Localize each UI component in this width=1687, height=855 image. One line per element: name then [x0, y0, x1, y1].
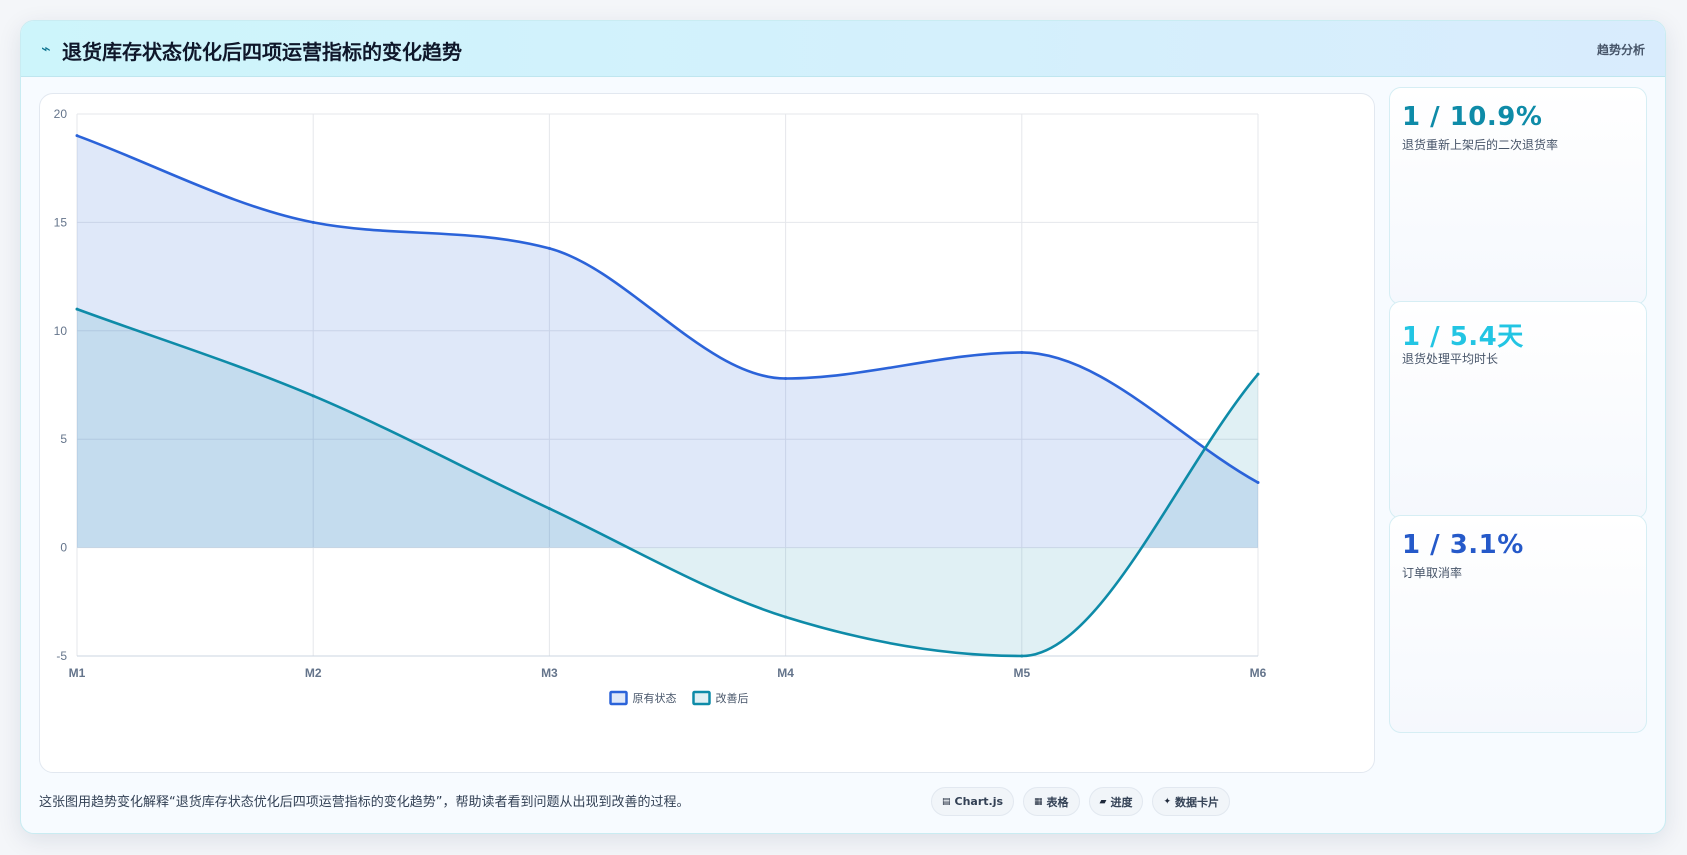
- feature-pills: ▤ Chart.js ▦ 表格 ▰ 进度 ✦ 数据卡片: [931, 787, 1231, 816]
- chart-icon: ▤: [942, 796, 951, 807]
- x-tick-label: M1: [69, 666, 86, 680]
- y-tick-label: -5: [56, 649, 67, 663]
- data-point: [784, 615, 788, 619]
- line-chart: 20 15 10 5 0 -5M1 M2 M3 M4 M5 M6 原有状态 改善后: [54, 107, 1267, 706]
- trend-line-icon: ⌁: [41, 39, 51, 58]
- stat-value: 1 / 10.9%: [1402, 102, 1543, 132]
- y-tick-label: 20: [54, 107, 68, 121]
- data-point: [1256, 372, 1260, 376]
- pill-label: Chart.js: [954, 795, 1004, 808]
- footer-note: 这张图用趋势变化解释“退货库存状态优化后四项运营指标的变化趋势”，帮助读者看到问…: [39, 795, 690, 810]
- pill-label: 进度: [1110, 795, 1133, 809]
- data-point: [784, 376, 788, 380]
- pill-table[interactable]: ▦ 表格: [1023, 787, 1080, 816]
- pill-label: 数据卡片: [1175, 795, 1220, 809]
- data-point: [311, 394, 315, 398]
- sparkle-icon: ✦: [1163, 796, 1172, 807]
- stat-value: 1 / 3.1%: [1402, 530, 1524, 560]
- chart-card: 20 15 10 5 0 -5 M1 M2 M3 M4 M5 M6 原有状态 改善后: [39, 93, 1375, 773]
- legend-label: 改善后: [716, 691, 749, 705]
- x-tick-label: M4: [777, 666, 794, 680]
- dashboard-panel: ⌁ 退货库存状态优化后四项运营指标的变化趋势 趋势分析 20 15 10 5 0 -5 M1…: [20, 20, 1666, 834]
- stat-label: 退货重新上架后的二次退货率: [1402, 138, 1559, 152]
- x-tick-label: M6: [1250, 666, 1267, 680]
- x-tick-label: M3: [541, 666, 558, 680]
- data-point: [1020, 350, 1024, 354]
- data-point: [311, 220, 315, 224]
- stat-label: 退货处理平均时长: [1402, 352, 1499, 366]
- y-tick-label: 10: [54, 324, 68, 338]
- data-point: [547, 507, 551, 511]
- pill-data-card[interactable]: ✦ 数据卡片: [1152, 787, 1231, 816]
- y-tick-label: 5: [60, 432, 67, 446]
- stat-card-processing-time: 1 / 5.4天 退货处理平均时长: [1389, 301, 1647, 519]
- data-point: [75, 134, 79, 138]
- stat-card-cancellation-rate: 1 / 3.1% 订单取消率: [1389, 515, 1647, 733]
- table-icon: ▦: [1034, 796, 1043, 807]
- y-tick-label: 0: [60, 541, 67, 555]
- pill-progress[interactable]: ▰ 进度: [1088, 787, 1144, 816]
- stat-label: 订单取消率: [1402, 566, 1463, 580]
- stat-value: 1 / 5.4天: [1402, 322, 1524, 352]
- progress-icon: ▰: [1099, 796, 1107, 807]
- page-title: 退货库存状态优化后四项运营指标的变化趋势: [62, 40, 462, 64]
- pill-label: 表格: [1046, 795, 1069, 809]
- data-point: [1256, 481, 1260, 485]
- legend-swatch: [609, 690, 628, 706]
- x-tick-label: M2: [305, 666, 322, 680]
- series-line-0: [76, 134, 1259, 484]
- stat-card-secondary-return-rate: 1 / 10.9% 退货重新上架后的二次退货率: [1389, 87, 1647, 305]
- data-point: [547, 246, 551, 250]
- y-tick-label: 15: [54, 215, 68, 229]
- data-point: [75, 307, 79, 311]
- pill-chartjs[interactable]: ▤ Chart.js: [931, 787, 1015, 816]
- x-tick-label: M5: [1013, 666, 1030, 680]
- panel-header: ⌁ 退货库存状态优化后四项运营指标的变化趋势 趋势分析: [21, 21, 1665, 77]
- legend-label: 原有状态: [633, 691, 677, 705]
- data-point: [1020, 654, 1024, 658]
- series-area-0: [77, 135, 1258, 548]
- header-tag: 趋势分析: [1596, 43, 1645, 57]
- series-line-1: [76, 307, 1259, 658]
- legend-swatch: [692, 690, 711, 706]
- series-area-1: [77, 309, 1258, 656]
